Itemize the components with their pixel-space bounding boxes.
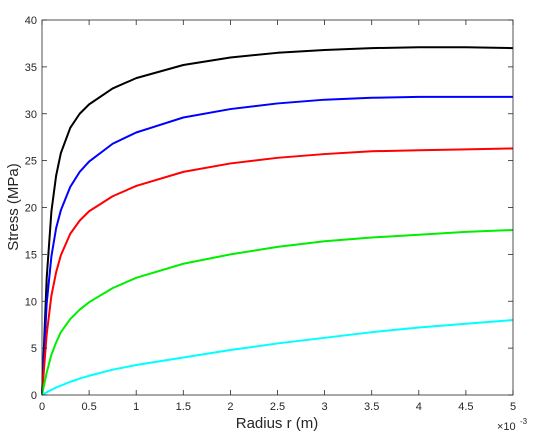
axis-ticks [41,19,514,396]
y-tick-label: 15 [25,249,37,261]
y-tick-label: 25 [25,156,37,168]
y-tick-label: 0 [31,390,37,402]
plot-area [42,20,513,395]
x-tick-label: 3.5 [364,401,379,413]
y-tick-label: 40 [25,15,37,27]
x-tick-label: 3 [322,401,328,413]
x-axis-exponent: ×10 -3 [497,417,528,433]
series-line-1 [41,46,514,396]
y-tick-label: 30 [25,109,37,121]
x-tick-label: 2 [227,401,233,413]
x-tick-label: 1.5 [176,401,191,413]
x-tick-labels: 0 0.5 1 1.5 2 2.5 3 3.5 4 4.5 5 [39,401,516,413]
series-lines [41,46,514,396]
series-line-5 [41,319,514,396]
series-line-2 [41,95,513,396]
x-exponent-power: -3 [520,417,528,426]
x-tick-label: 4.5 [458,401,473,413]
x-tick-label: 2.5 [270,401,285,413]
y-tick-label: 5 [31,343,37,355]
y-axis-label: Stress (MPa) [5,163,22,251]
x-exponent-base: ×10 [497,421,516,433]
y-tick-label: 10 [25,296,37,308]
y-tick-label: 35 [25,62,37,74]
x-tick-label: 0.5 [81,401,96,413]
x-axis-label: Radius r (m) [236,415,319,432]
series-line-4 [41,229,514,396]
y-tick-label: 20 [25,203,37,215]
x-tick-label: 1 [133,401,139,413]
x-tick-label: 4 [416,401,422,413]
x-tick-label: 5 [510,401,516,413]
series-line-3 [41,147,514,396]
x-tick-label: 0 [39,401,45,413]
y-tick-labels: 0 5 10 15 20 25 30 35 40 [25,15,37,402]
